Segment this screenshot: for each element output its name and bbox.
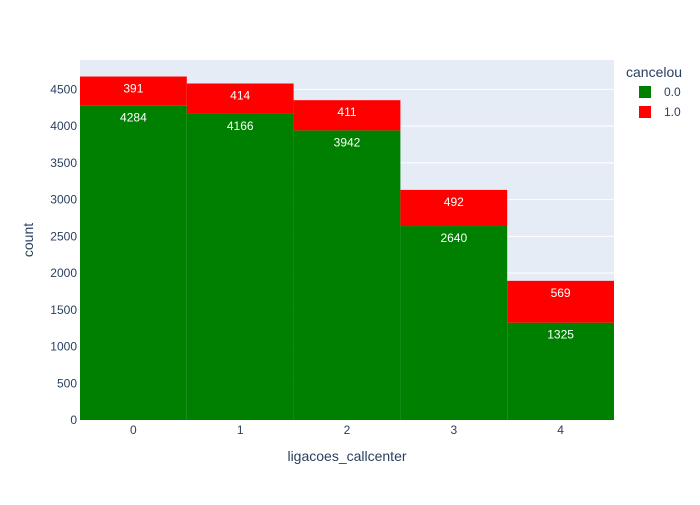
x-tick-label: 1 <box>237 423 244 437</box>
bar-value-label: 2640 <box>440 231 467 245</box>
bar-2-series-0.0 <box>293 130 401 420</box>
y-tick-label: 0 <box>70 413 77 427</box>
x-tick-label: 4 <box>557 423 564 437</box>
legend-item-1.0[interactable]: 1.0 <box>639 105 681 119</box>
bar-value-label: 3942 <box>334 135 361 149</box>
y-tick-label: 4500 <box>50 82 77 96</box>
legend-title: cancelou <box>626 64 682 80</box>
bar-value-label: 414 <box>230 89 250 103</box>
x-tick-label: 0 <box>130 423 137 437</box>
x-tick-labels: 0 1 2 3 4 <box>130 423 564 437</box>
bar-value-label: 411 <box>337 105 356 119</box>
bar-4-series-1.0 <box>507 280 614 323</box>
y-tick-label: 1500 <box>50 303 77 317</box>
bar-value-label: 1325 <box>547 328 574 342</box>
legend-swatch <box>639 106 651 118</box>
y-tick-label: 2000 <box>50 266 77 280</box>
y-tick-label: 3500 <box>50 156 77 170</box>
legend: 0.01.0 <box>639 85 681 119</box>
y-tick-label: 1000 <box>50 340 77 354</box>
x-axis-title: ligacoes_callcenter <box>287 448 406 464</box>
bars <box>80 76 614 421</box>
bar-3-series-0.0 <box>400 226 508 420</box>
legend-item-0.0[interactable]: 0.0 <box>639 85 681 99</box>
x-tick-label: 3 <box>450 423 457 437</box>
bar-value-label: 569 <box>551 286 571 300</box>
bar-2-series-1.0 <box>293 100 401 131</box>
bar-0-series-0.0 <box>80 105 187 420</box>
legend-label: 0.0 <box>664 85 681 99</box>
bar-3-series-1.0 <box>400 189 508 227</box>
bar-1-series-1.0 <box>186 83 294 114</box>
x-tick-label: 2 <box>344 423 351 437</box>
bar-value-label: 492 <box>444 195 464 209</box>
bar-1-series-0.0 <box>186 113 294 421</box>
bar-value-label: 4284 <box>120 110 147 124</box>
y-tick-label: 3000 <box>50 193 77 207</box>
bar-4-series-0.0 <box>507 322 614 420</box>
y-tick-labels: 0 500 1000 1500 2000 2500 3000 3500 4000 4500 <box>50 82 77 427</box>
legend-swatch <box>639 86 651 98</box>
y-axis-title: count <box>20 223 36 257</box>
y-tick-label: 500 <box>57 376 77 390</box>
y-tick-label: 4000 <box>50 119 77 133</box>
bar-value-labels: 4284 391 4166 414 3942 411 2640 492 1325 569 <box>120 82 574 342</box>
bar-value-label: 4166 <box>227 119 254 133</box>
bar-0-series-1.0 <box>80 76 187 106</box>
bar-value-label: 391 <box>123 82 143 96</box>
y-tick-label: 2500 <box>50 229 77 243</box>
legend-label: 1.0 <box>664 105 681 119</box>
